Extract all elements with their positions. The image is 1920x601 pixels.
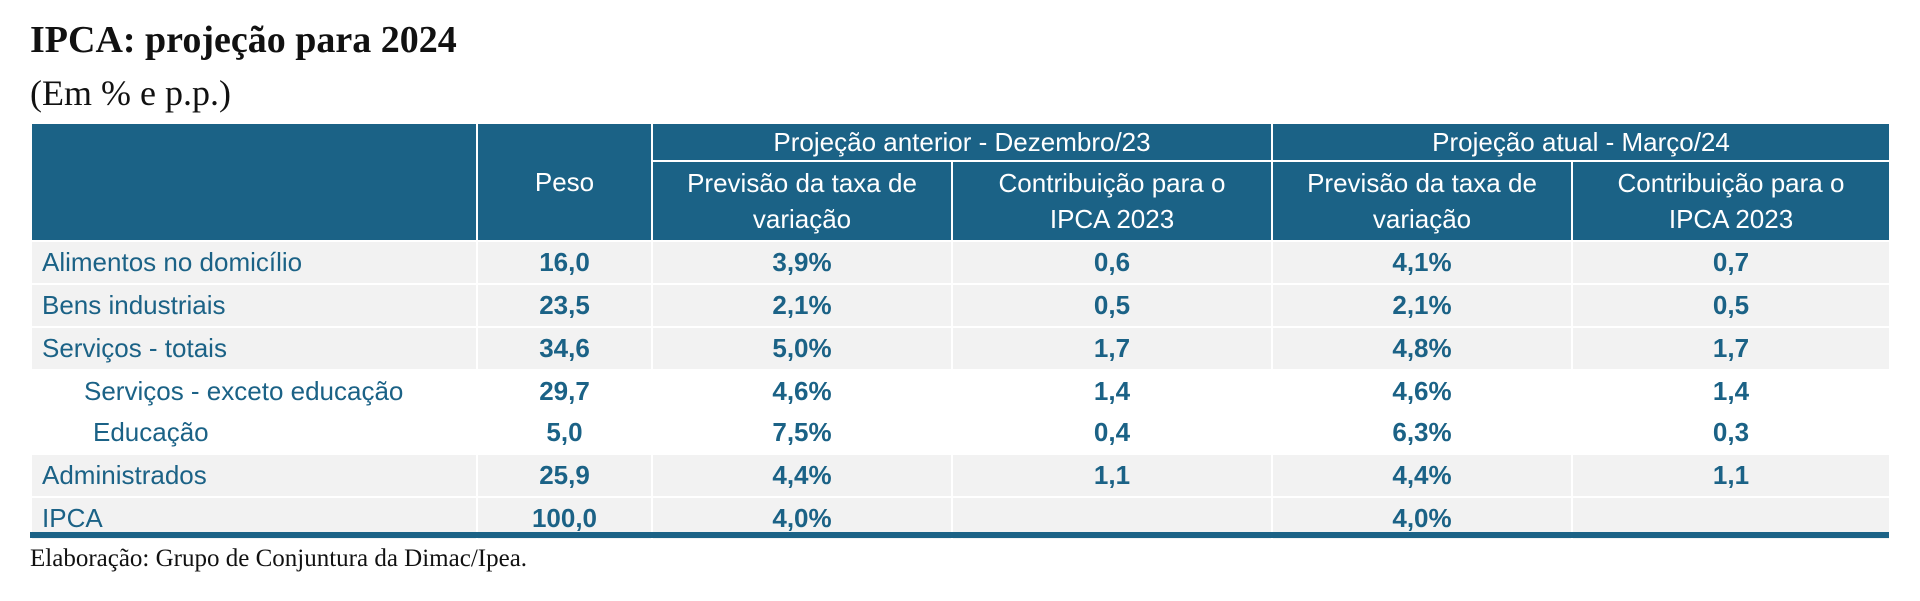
header-line: variação bbox=[1372, 204, 1472, 234]
header-peso: Peso bbox=[476, 122, 653, 242]
cell-previsao-atual: 4,4% bbox=[1271, 453, 1573, 498]
header-group-atual: Projeção atual - Março/24 bbox=[1271, 122, 1891, 162]
header-contribuicao-anterior: Contribuição para o IPCA 2023 bbox=[951, 160, 1273, 242]
cell-contribuicao-atual: 0,7 bbox=[1571, 240, 1891, 285]
table-row: Serviços - exceto educação 29,7 4,6% 1,4… bbox=[30, 370, 1891, 412]
header-line: Previsão da taxa de bbox=[687, 168, 917, 198]
cell-previsao-anterior: 5,0% bbox=[651, 326, 953, 371]
cell-peso: 29,7 bbox=[476, 370, 653, 412]
cell-previsao-anterior: 4,6% bbox=[651, 370, 953, 412]
table-row: Administrados 25,9 4,4% 1,1 4,4% 1,1 bbox=[30, 453, 1891, 498]
header-line: Previsão da taxa de bbox=[1307, 168, 1537, 198]
cell-contribuicao-anterior: 0,5 bbox=[951, 283, 1273, 328]
cell-contribuicao-anterior: 0,4 bbox=[951, 412, 1273, 454]
table-bottom-rule bbox=[30, 532, 1889, 538]
page-title: IPCA: projeção para 2024 bbox=[30, 19, 457, 61]
cell-previsao-anterior: 2,1% bbox=[651, 283, 953, 328]
table-row: Educação 5,0 7,5% 0,4 6,3% 0,3 bbox=[30, 412, 1891, 454]
header-group-anterior: Projeção anterior - Dezembro/23 bbox=[651, 122, 1273, 162]
header-line: Contribuição para o bbox=[998, 168, 1226, 198]
header-previsao-anterior: Previsão da taxa de variação bbox=[651, 160, 953, 242]
row-label: Bens industriais bbox=[30, 283, 478, 328]
cell-contribuicao-atual: 1,7 bbox=[1571, 326, 1891, 371]
header-line: Contribuição para o bbox=[1617, 168, 1845, 198]
row-label: Alimentos no domicílio bbox=[30, 240, 478, 285]
cell-contribuicao-atual: 1,4 bbox=[1571, 370, 1891, 412]
header-previsao-atual: Previsão da taxa de variação bbox=[1271, 160, 1573, 242]
cell-previsao-atual: 4,1% bbox=[1271, 240, 1573, 285]
header-line: variação bbox=[752, 204, 852, 234]
cell-previsao-atual: 2,1% bbox=[1271, 283, 1573, 328]
cell-contribuicao-atual: 0,3 bbox=[1571, 412, 1891, 454]
cell-previsao-anterior: 4,4% bbox=[651, 453, 953, 498]
header-empty-cell bbox=[30, 122, 478, 242]
page-subtitle: (Em % e p.p.) bbox=[30, 73, 231, 113]
cell-previsao-anterior: 3,9% bbox=[651, 240, 953, 285]
cell-peso: 23,5 bbox=[476, 283, 653, 328]
cell-peso: 34,6 bbox=[476, 326, 653, 371]
source-note: Elaboração: Grupo de Conjuntura da Dimac… bbox=[30, 545, 528, 572]
table-row: Alimentos no domicílio 16,0 3,9% 0,6 4,1… bbox=[30, 240, 1891, 285]
header-contribuicao-atual: Contribuição para o IPCA 2023 bbox=[1571, 160, 1891, 242]
cell-contribuicao-atual: 0,5 bbox=[1571, 283, 1891, 328]
cell-peso: 25,9 bbox=[476, 453, 653, 498]
cell-previsao-anterior: 7,5% bbox=[651, 412, 953, 454]
table-row: Bens industriais 23,5 2,1% 0,5 2,1% 0,5 bbox=[30, 283, 1891, 328]
cell-contribuicao-anterior: 1,4 bbox=[951, 370, 1273, 412]
ipca-projection-table: Peso Projeção anterior - Dezembro/23 Pro… bbox=[30, 122, 1891, 541]
cell-previsao-atual: 4,6% bbox=[1271, 370, 1573, 412]
header-line: IPCA 2023 bbox=[1668, 204, 1794, 234]
cell-contribuicao-atual: 1,1 bbox=[1571, 453, 1891, 498]
row-label: Serviços - totais bbox=[30, 326, 478, 371]
table-row: Serviços - totais 34,6 5,0% 1,7 4,8% 1,7 bbox=[30, 326, 1891, 371]
header-line: IPCA 2023 bbox=[1049, 204, 1175, 234]
cell-peso: 16,0 bbox=[476, 240, 653, 285]
row-label: Educação bbox=[30, 412, 478, 454]
row-label: Administrados bbox=[30, 453, 478, 498]
cell-previsao-atual: 6,3% bbox=[1271, 412, 1573, 454]
cell-contribuicao-anterior: 1,7 bbox=[951, 326, 1273, 371]
row-label: Serviços - exceto educação bbox=[30, 370, 478, 412]
cell-contribuicao-anterior: 1,1 bbox=[951, 453, 1273, 498]
cell-peso: 5,0 bbox=[476, 412, 653, 454]
cell-previsao-atual: 4,8% bbox=[1271, 326, 1573, 371]
cell-contribuicao-anterior: 0,6 bbox=[951, 240, 1273, 285]
